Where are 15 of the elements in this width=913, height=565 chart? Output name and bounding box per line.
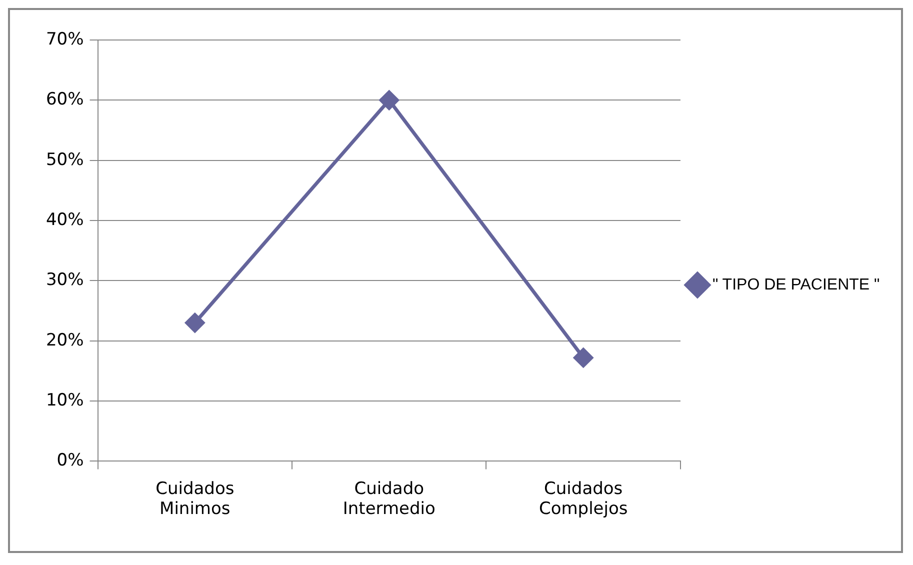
x-tick-label: Cuidados Complejos	[538, 478, 628, 520]
y-tick-label: 60%	[46, 90, 84, 110]
point	[379, 90, 399, 110]
x-tick-label: Cuidado Intermedio	[342, 478, 436, 520]
point	[574, 348, 594, 368]
y-tick-label: 70%	[46, 29, 84, 50]
x-tick-label: Cuidados Minimos	[156, 478, 234, 520]
y-tick-label: 10%	[46, 390, 84, 410]
y-tick-label: 20%	[46, 330, 84, 350]
y-tick-label: 0%	[56, 450, 84, 471]
legend-label: " TIPO DE PACIENTE "	[712, 276, 880, 294]
point	[185, 313, 205, 333]
y-tick-label: 50%	[46, 150, 84, 170]
y-tick-label: 40%	[46, 210, 84, 230]
y-tick-label: 30%	[46, 270, 84, 290]
